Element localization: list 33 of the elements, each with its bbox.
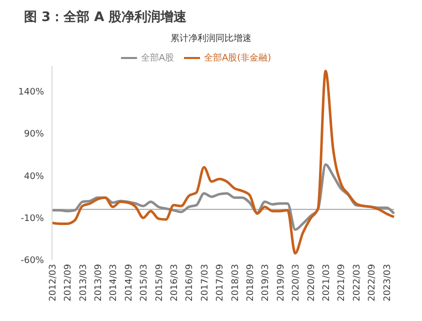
- line-series: [50, 70, 396, 254]
- x-tick-label: 2015/03: [140, 264, 150, 302]
- x-tick-label: 2022/09: [368, 264, 378, 302]
- y-tick-label: -10%: [20, 214, 44, 224]
- x-tick-label: 2014/03: [109, 264, 120, 302]
- y-tick-label: -60%: [20, 256, 44, 266]
- x-tick-label: 2015/09: [154, 264, 165, 302]
- y-tick-label: 90%: [24, 130, 44, 140]
- y-tick-label: 40%: [24, 172, 44, 182]
- x-tick-label: 2016/03: [170, 264, 180, 302]
- x-tick-label: 2020/03: [292, 264, 302, 302]
- x-tick-label: 2022/03: [352, 264, 362, 302]
- x-tick-label: 2017/03: [200, 264, 210, 302]
- x-tick-label: 2018/03: [230, 264, 241, 302]
- x-tick-label: 2014/09: [124, 264, 134, 302]
- x-tick-label: 2020/09: [306, 264, 317, 302]
- x-tick-label: 2019/09: [276, 264, 286, 302]
- x-tick-label: 2012/03: [48, 264, 58, 302]
- x-tick-label: 2021/03: [322, 264, 332, 302]
- chart-subtitle: 累计净利润同比增速: [170, 32, 252, 46]
- x-tick-label: 2016/09: [185, 264, 196, 302]
- x-tick-label: 2023/03: [382, 264, 393, 302]
- x-tick-label: 2021/09: [337, 264, 348, 302]
- x-tick-label: 2017/09: [216, 264, 226, 302]
- x-tick-label: 2013/09: [94, 264, 104, 302]
- legend-label: 全部A股: [140, 53, 174, 64]
- x-tick-label: 2012/09: [64, 264, 74, 302]
- legend-label: 全部A股(非金融): [204, 53, 272, 64]
- chart-title: 图 3：全部 A 股净利润增速: [23, 8, 188, 27]
- x-tick-label: 2013/03: [78, 264, 89, 302]
- x-tick-label: 2019/03: [261, 264, 272, 302]
- x-tick-label: 2018/09: [246, 264, 256, 302]
- y-tick-label: 140%: [18, 88, 44, 98]
